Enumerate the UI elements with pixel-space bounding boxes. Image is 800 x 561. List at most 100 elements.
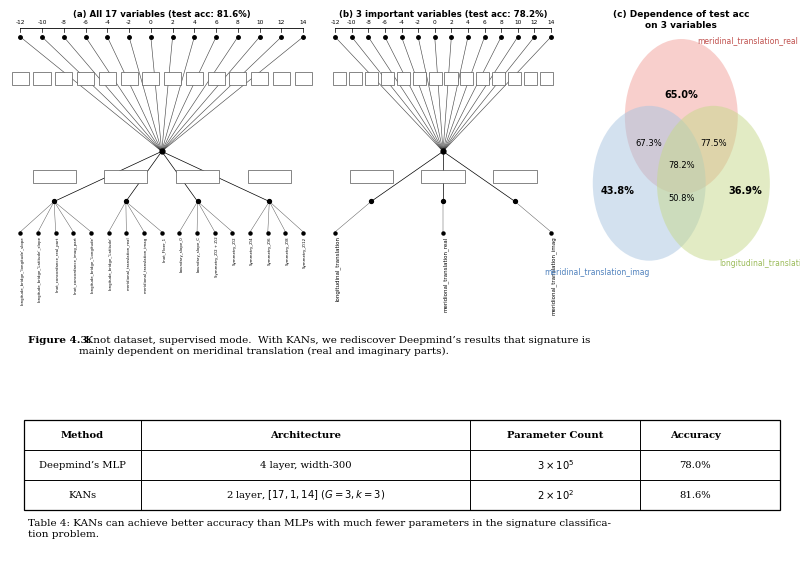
Text: boundary_slope_0: boundary_slope_0 [179,236,183,272]
Text: 67.3%: 67.3% [636,139,662,148]
Text: meridional_translation_imag: meridional_translation_imag [144,236,148,292]
Text: Knot dataset, supervised mode.  With KANs, we rediscover Deepmind’s results that: Knot dataset, supervised mode. With KANs… [78,336,590,356]
Text: 77.5%: 77.5% [700,139,726,148]
Text: 14: 14 [547,20,554,25]
Text: 81.6%: 81.6% [679,491,711,500]
Text: -4: -4 [398,20,405,25]
Text: Figure 4.3:: Figure 4.3: [27,336,91,345]
Text: 10: 10 [256,20,263,25]
FancyBboxPatch shape [476,72,490,85]
Text: -10: -10 [347,20,357,25]
Text: -6: -6 [82,20,89,25]
Text: Symmetry_Z/12: Symmetry_Z/12 [303,236,307,268]
FancyBboxPatch shape [445,72,458,85]
FancyBboxPatch shape [251,72,268,85]
FancyBboxPatch shape [33,169,76,183]
FancyBboxPatch shape [248,169,291,183]
Text: 10: 10 [514,20,522,25]
FancyBboxPatch shape [207,72,225,85]
Text: 65.0%: 65.0% [665,90,698,100]
FancyBboxPatch shape [413,72,426,85]
Text: 6: 6 [482,20,486,25]
Text: (a) All 17 variables (test acc: 81.6%): (a) All 17 variables (test acc: 81.6%) [73,10,250,19]
FancyBboxPatch shape [397,72,410,85]
Circle shape [657,106,770,261]
Text: Parameter Count: Parameter Count [507,431,603,440]
Text: 8: 8 [499,20,503,25]
Text: knot_Floer_1: knot_Floer_1 [162,236,166,261]
Text: knot_concordance_real_part: knot_concordance_real_part [56,236,60,292]
Text: Method: Method [61,431,104,440]
FancyBboxPatch shape [104,169,147,183]
FancyBboxPatch shape [98,72,116,85]
Circle shape [593,106,706,261]
Text: 4: 4 [466,20,470,25]
FancyBboxPatch shape [460,72,474,85]
Text: -2: -2 [415,20,421,25]
Text: longitude_bridge_'Longitude': longitude_bridge_'Longitude' [91,236,95,293]
Text: boundary_slope_C: boundary_slope_C [197,236,201,273]
FancyBboxPatch shape [230,72,246,85]
Text: 0: 0 [433,20,437,25]
Text: -6: -6 [382,20,388,25]
Text: (c) Dependence of test acc
on 3 variables: (c) Dependence of test acc on 3 variable… [613,10,750,30]
FancyBboxPatch shape [494,169,537,183]
Text: meridional_translation_real: meridional_translation_real [126,236,130,290]
Text: meridinal_translation_imag: meridinal_translation_imag [545,268,650,277]
FancyBboxPatch shape [176,169,219,183]
Text: 14: 14 [299,20,307,25]
FancyBboxPatch shape [55,72,73,85]
FancyBboxPatch shape [294,72,312,85]
FancyBboxPatch shape [540,72,553,85]
Text: (b) 3 important variables (test acc: 78.2%): (b) 3 important variables (test acc: 78.… [338,10,547,19]
FancyBboxPatch shape [508,72,521,85]
FancyBboxPatch shape [186,72,203,85]
FancyBboxPatch shape [365,72,378,85]
Text: meridinal_translation_real: meridinal_translation_real [698,36,798,45]
FancyBboxPatch shape [350,72,362,85]
Text: Table 4: KANs can achieve better accuracy than MLPs with much fewer parameters i: Table 4: KANs can achieve better accurac… [27,519,610,539]
Text: 2: 2 [170,20,174,25]
FancyBboxPatch shape [524,72,537,85]
Text: -12: -12 [330,20,340,25]
Text: 12: 12 [530,20,538,25]
FancyBboxPatch shape [142,72,159,85]
Text: -4: -4 [104,20,110,25]
Text: $3 \times 10^5$: $3 \times 10^5$ [537,458,574,472]
FancyBboxPatch shape [492,72,505,85]
Text: -12: -12 [15,20,25,25]
FancyBboxPatch shape [121,72,138,85]
FancyBboxPatch shape [381,72,394,85]
FancyBboxPatch shape [164,72,181,85]
Text: meridional_translation_imag: meridional_translation_imag [551,236,557,315]
FancyBboxPatch shape [429,72,442,85]
Text: 12: 12 [278,20,285,25]
Text: 4 layer, width-300: 4 layer, width-300 [260,461,351,470]
Text: longitudinal_translation: longitudinal_translation [335,236,341,301]
Text: knot_concordance_imag_part: knot_concordance_imag_part [74,236,78,294]
FancyBboxPatch shape [422,169,465,183]
Text: longitude_bridge_'Latitude'_slope: longitude_bridge_'Latitude'_slope [38,236,42,302]
Text: 50.8%: 50.8% [668,194,694,203]
Text: -2: -2 [126,20,132,25]
Text: -8: -8 [61,20,66,25]
Text: 43.8%: 43.8% [600,186,634,196]
Text: 2: 2 [450,20,454,25]
FancyBboxPatch shape [77,72,94,85]
Text: Accuracy: Accuracy [670,431,721,440]
Text: Architecture: Architecture [270,431,341,440]
FancyBboxPatch shape [334,72,346,85]
Text: 0: 0 [149,20,153,25]
Text: Symmetry_Z/2 + Z/2: Symmetry_Z/2 + Z/2 [214,236,218,277]
FancyBboxPatch shape [273,72,290,85]
FancyBboxPatch shape [12,72,29,85]
Circle shape [625,39,738,194]
Text: meridional_translation_real: meridional_translation_real [443,236,449,312]
Text: Symmetry_Z/2: Symmetry_Z/2 [233,236,237,265]
Text: 78.0%: 78.0% [679,461,711,470]
Text: 36.9%: 36.9% [729,186,762,196]
Text: 6: 6 [214,20,218,25]
Text: Deepmind’s MLP: Deepmind’s MLP [39,461,126,470]
FancyBboxPatch shape [350,169,393,183]
Text: 4: 4 [193,20,196,25]
